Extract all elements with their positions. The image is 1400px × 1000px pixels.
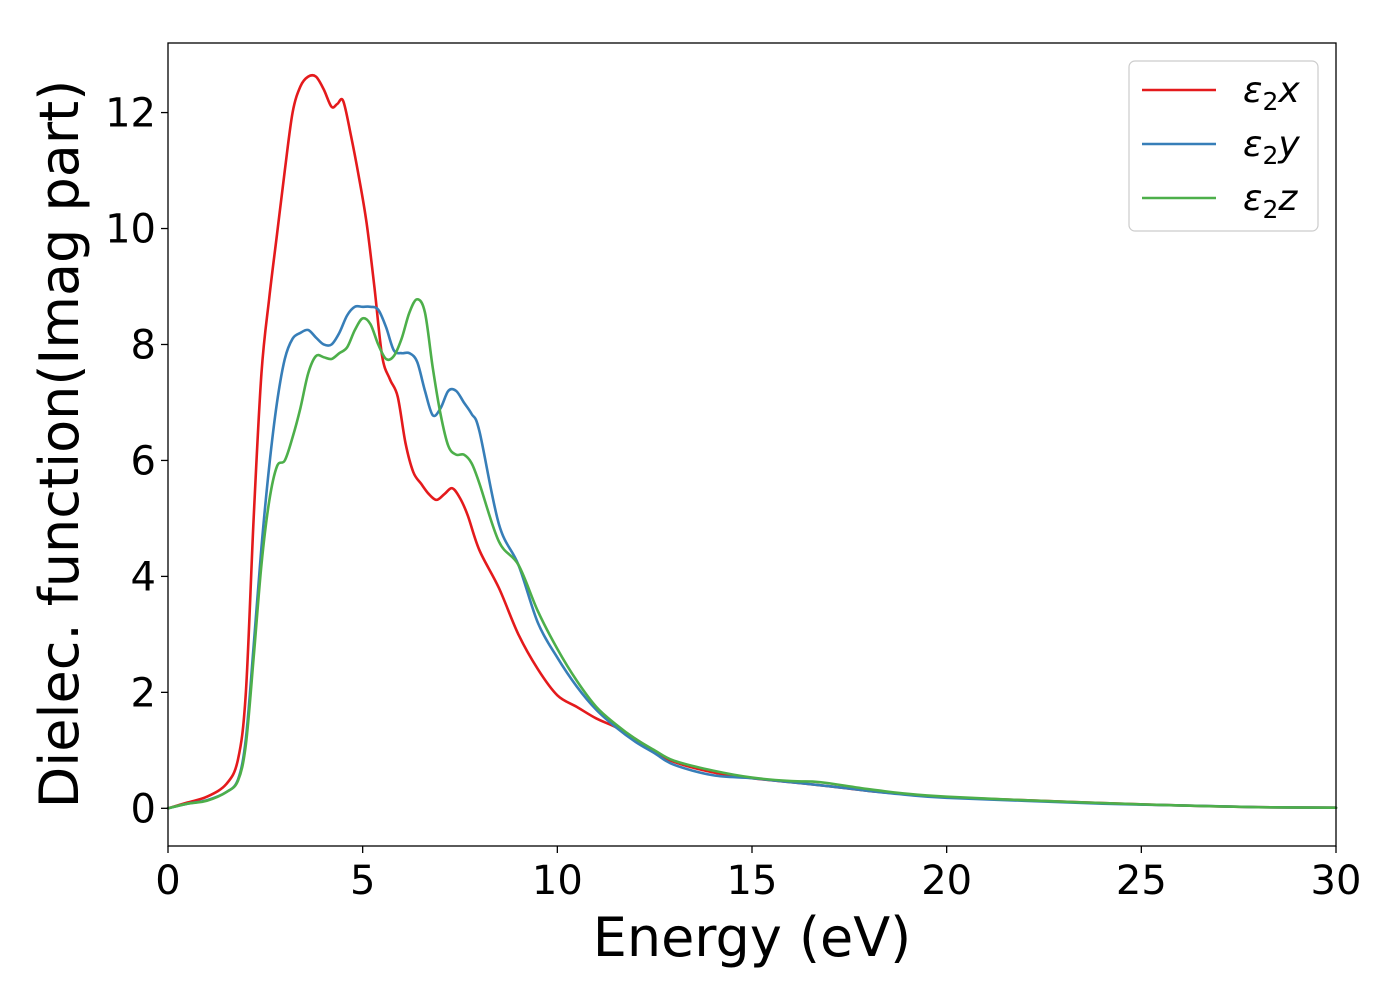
y-axis-label: Dielec. function(Imag part) bbox=[28, 80, 91, 809]
y-tick-label: 8 bbox=[131, 322, 156, 368]
legend-box bbox=[1128, 60, 1319, 232]
legend-label-x: ε2x bbox=[1243, 70, 1300, 116]
x-tick-label: 25 bbox=[1116, 858, 1167, 904]
legend: ε2x ε2y ε2z bbox=[1128, 60, 1319, 232]
x-tick-label: 10 bbox=[532, 858, 583, 904]
y-axis-ticks: 0 2 4 6 8 10 12 bbox=[105, 91, 168, 832]
x-axis-label: Energy (eV) bbox=[593, 906, 912, 969]
series-line-z bbox=[166, 297, 1338, 810]
series-layer bbox=[166, 73, 1338, 810]
x-tick-label: 5 bbox=[350, 858, 375, 904]
legend-label-z: ε2z bbox=[1243, 178, 1298, 224]
y-tick-label: 4 bbox=[131, 554, 156, 600]
legend-label-y: ε2y bbox=[1243, 124, 1300, 170]
y-tick-label: 2 bbox=[131, 670, 156, 716]
x-axis-ticks: 0 5 10 15 20 25 30 bbox=[155, 846, 1361, 904]
x-tick-label: 20 bbox=[921, 858, 972, 904]
y-tick-label: 10 bbox=[105, 207, 156, 253]
x-tick-label: 0 bbox=[155, 858, 180, 904]
y-tick-label: 0 bbox=[131, 786, 156, 832]
x-tick-label: 15 bbox=[727, 858, 778, 904]
x-tick-label: 30 bbox=[1311, 858, 1362, 904]
y-tick-label: 12 bbox=[105, 91, 156, 137]
y-tick-label: 6 bbox=[131, 438, 156, 484]
